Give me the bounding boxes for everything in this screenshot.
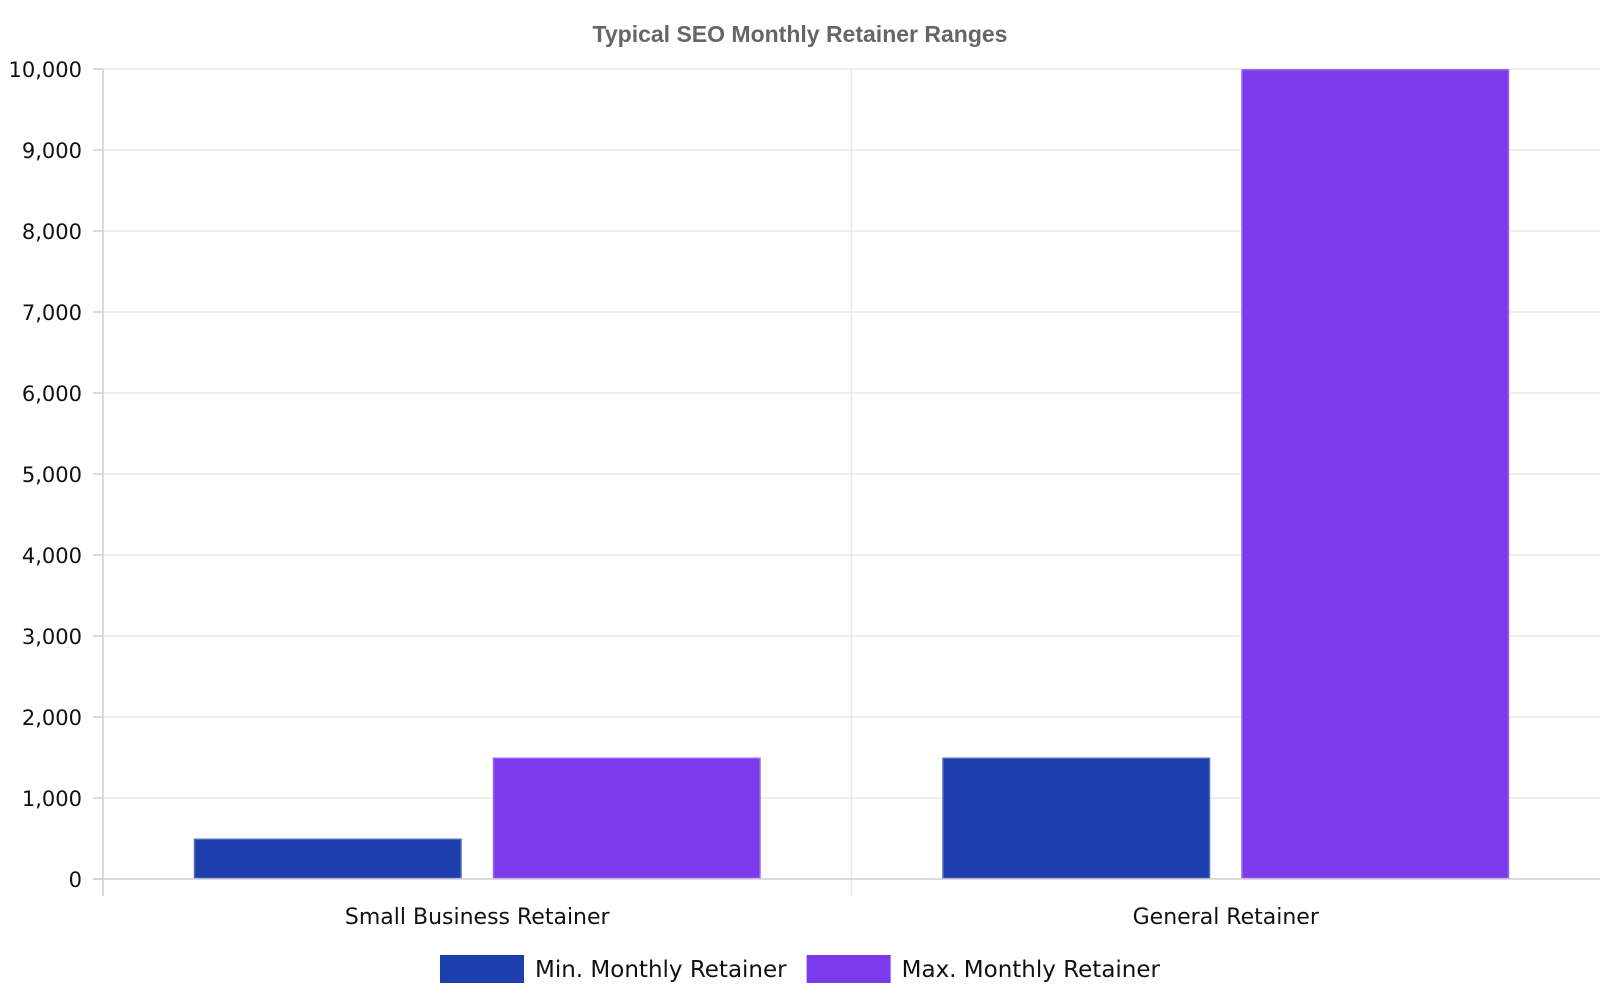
y-tick-label: 3,000 — [22, 625, 82, 649]
y-tick-label: 9,000 — [22, 139, 82, 163]
y-tick-label: 8,000 — [22, 220, 82, 244]
y-tick-label: 2,000 — [22, 706, 82, 730]
legend-swatch — [806, 955, 891, 983]
y-tick-label: 6,000 — [22, 382, 82, 406]
y-tick-label: 4,000 — [22, 544, 82, 568]
axes — [93, 69, 1600, 896]
bar-min-small-business[interactable] — [192, 837, 464, 881]
bar-max-small-business[interactable] — [491, 756, 763, 881]
x-category-label: Small Business Retainer — [345, 905, 611, 930]
x-category-label: General Retainer — [1133, 905, 1320, 930]
y-tick-label: 5,000 — [22, 463, 82, 487]
y-axis-ticks: 0 1,000 2,000 3,000 4,000 5,000 6,000 7,000 8,00… — [9, 58, 103, 892]
y-tick-label: 1,000 — [22, 787, 82, 811]
legend-swatch — [440, 955, 525, 983]
chart-title: Typical SEO Monthly Retainer Ranges — [593, 21, 1008, 47]
y-tick-label: 10,000 — [9, 58, 82, 82]
x-axis-category-labels: Small Business Retainer General Retainer — [345, 905, 1320, 930]
legend-label: Min. Monthly Retainer — [535, 957, 787, 983]
y-tick-label: 0 — [69, 868, 82, 892]
legend-item-min[interactable]: Min. Monthly Retainer — [440, 955, 787, 983]
bars — [192, 67, 1511, 881]
bar-max-general[interactable] — [1239, 67, 1511, 881]
legend[interactable]: Min. Monthly Retainer Max. Monthly Retain… — [440, 955, 1161, 983]
bar-min-general[interactable] — [940, 756, 1212, 881]
legend-item-max[interactable]: Max. Monthly Retainer — [806, 955, 1161, 983]
y-tick-label: 7,000 — [22, 301, 82, 325]
legend-label: Max. Monthly Retainer — [902, 957, 1161, 983]
